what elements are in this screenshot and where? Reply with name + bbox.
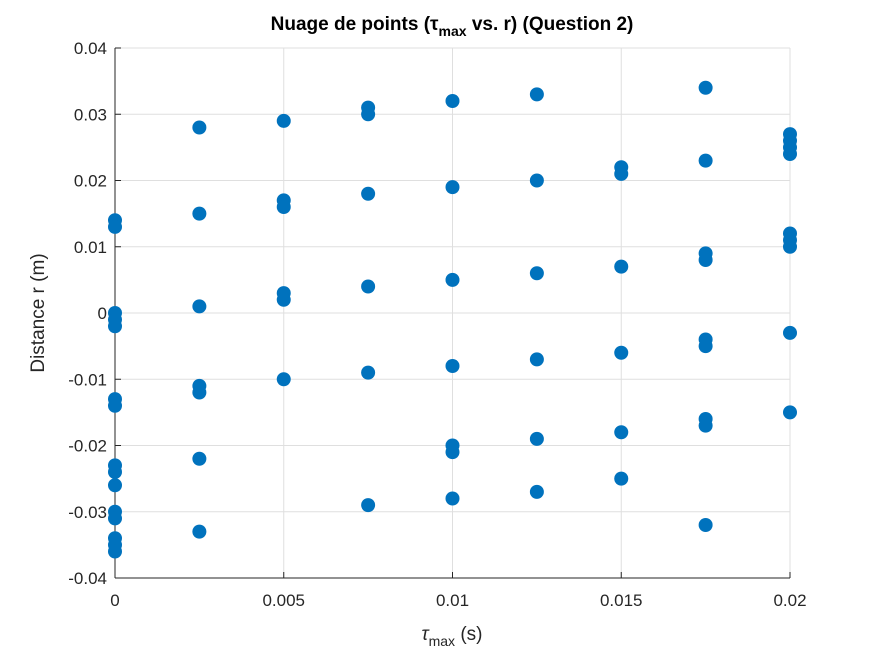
data-point-41 (529, 87, 544, 102)
data-point-46 (529, 484, 544, 499)
data-point-9 (108, 478, 122, 493)
data-point-19 (192, 385, 207, 400)
data-point-51 (614, 425, 629, 440)
data-point-24 (276, 200, 291, 214)
data-point-6 (108, 398, 122, 413)
x-tick-label: 0.005 (262, 591, 305, 610)
data-point-70 (783, 405, 797, 420)
data-point-34 (445, 94, 460, 108)
data-point-21 (192, 524, 207, 539)
data-point-4 (108, 319, 122, 334)
data-point-56 (698, 253, 713, 267)
x-tick-label: 0.01 (436, 591, 469, 610)
data-point-35 (445, 180, 460, 195)
y-tick-label: 0.01 (74, 238, 107, 257)
data-point-11 (108, 511, 122, 526)
data-point-16 (192, 206, 207, 221)
y-tick-label: -0.02 (68, 437, 107, 456)
x-tick-label: 0.015 (600, 591, 643, 610)
data-point-61 (698, 518, 713, 532)
data-point-54 (698, 153, 713, 168)
data-point-69 (783, 325, 797, 340)
data-point-32 (361, 365, 376, 380)
x-tick-label: 0 (110, 591, 119, 610)
y-tick-labels: -0.04 -0.03 -0.02 -0.01 0 0.01 0.02 0.03 0.04 (68, 39, 107, 588)
data-point-48 (614, 166, 629, 181)
data-point-65 (783, 147, 797, 161)
y-tick-label: -0.03 (68, 503, 107, 522)
x-tick-label: 0.02 (773, 591, 806, 610)
y-tick-label: 0 (98, 304, 107, 323)
data-point-40 (445, 491, 460, 506)
data-point-17 (192, 299, 207, 314)
data-point-39 (445, 445, 460, 460)
data-point-45 (529, 431, 544, 446)
data-point-44 (529, 352, 544, 367)
data-point-29 (361, 107, 376, 122)
data-points (108, 80, 797, 559)
data-point-53 (698, 80, 713, 95)
data-point-22 (276, 113, 291, 128)
y-tick-label: -0.04 (68, 569, 107, 588)
data-point-20 (192, 451, 207, 466)
data-point-50 (614, 345, 629, 360)
data-point-30 (361, 186, 376, 201)
x-axis-label: τmax (s) (422, 624, 483, 649)
data-point-37 (445, 359, 460, 373)
data-point-1 (108, 219, 122, 234)
data-point-27 (276, 372, 291, 387)
data-point-52 (614, 471, 629, 486)
y-tick-label: 0.02 (74, 172, 107, 191)
data-point-26 (276, 292, 291, 307)
x-tick-labels: 0 0.005 0.01 0.015 0.02 (110, 591, 806, 610)
y-tick-label: -0.01 (68, 370, 107, 389)
data-point-31 (361, 279, 376, 294)
data-point-49 (614, 259, 629, 274)
y-axis-label: Distance r (m) (28, 253, 49, 372)
data-point-60 (698, 418, 713, 433)
chart-title: Nuage de points (τmax vs. r) (Question 2… (271, 14, 634, 39)
data-point-43 (529, 266, 544, 281)
y-tick-label: 0.04 (74, 39, 107, 58)
data-point-14 (108, 544, 122, 559)
data-point-42 (529, 173, 544, 188)
data-point-68 (783, 239, 797, 254)
data-point-8 (108, 465, 122, 479)
data-point-36 (445, 272, 460, 287)
y-tick-label: 0.03 (74, 105, 107, 124)
data-point-33 (361, 498, 376, 513)
data-point-15 (192, 120, 207, 135)
data-point-58 (698, 339, 713, 354)
